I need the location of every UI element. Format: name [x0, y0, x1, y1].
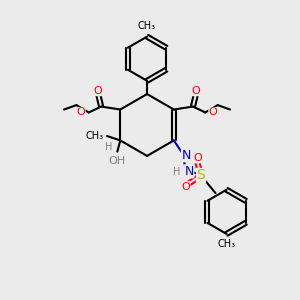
Text: O: O [209, 107, 218, 118]
Text: CH₃: CH₃ [86, 131, 104, 141]
Text: H: H [105, 142, 113, 152]
Text: O: O [193, 153, 202, 163]
Text: O: O [191, 86, 200, 96]
Text: CH₃: CH₃ [138, 21, 156, 31]
Text: CH₃: CH₃ [218, 239, 236, 249]
Text: N: N [182, 149, 191, 162]
Text: OH: OH [109, 156, 126, 166]
Text: O: O [181, 182, 190, 192]
Text: S: S [196, 169, 205, 182]
Text: H: H [173, 167, 180, 177]
Text: O: O [94, 86, 103, 96]
Text: N: N [184, 165, 194, 178]
Text: O: O [76, 107, 85, 118]
